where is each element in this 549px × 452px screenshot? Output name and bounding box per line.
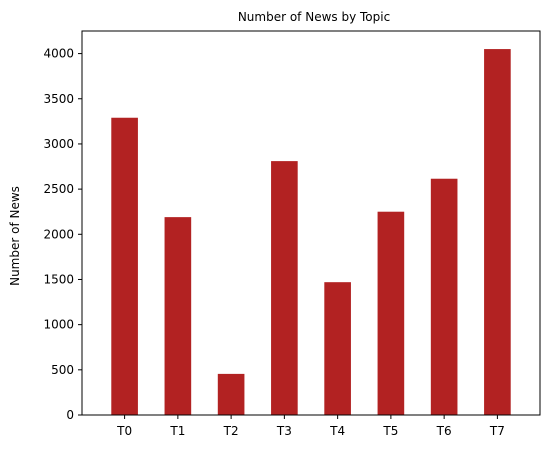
y-tick-label: 3500 <box>43 92 74 106</box>
bar-t5 <box>377 211 405 415</box>
x-tick-label: T7 <box>489 424 505 438</box>
bar-t1 <box>164 217 192 415</box>
y-tick-label: 2500 <box>43 182 74 196</box>
y-axis-ticks: 0 500 1000 1500 2000 2500 3000 3500 4000 <box>43 47 82 422</box>
chart-title: Number of News by Topic <box>238 10 390 24</box>
y-tick-label: 1500 <box>43 272 74 286</box>
y-tick-label: 0 <box>66 408 74 422</box>
y-tick-label: 2000 <box>43 227 74 241</box>
bars-group <box>111 49 511 416</box>
x-tick-label: T1 <box>169 424 185 438</box>
y-tick-label: 4000 <box>43 47 74 61</box>
y-tick-label: 500 <box>51 363 74 377</box>
bar-t7 <box>484 49 511 415</box>
bar-t0 <box>111 117 138 416</box>
plot-frame <box>81 30 541 416</box>
x-tick-label: T2 <box>223 424 239 438</box>
x-tick-label: T6 <box>436 424 452 438</box>
x-tick-label: T3 <box>276 424 292 438</box>
x-axis-ticks: T0 T1 T2 T3 T4 T5 T6 T7 <box>116 415 505 438</box>
bar-t3 <box>271 161 298 415</box>
y-tick-label: 1000 <box>43 318 74 332</box>
bar-t2 <box>217 373 245 415</box>
x-tick-label: T4 <box>329 424 345 438</box>
x-tick-label: T5 <box>382 424 398 438</box>
y-axis-label: Number of News <box>8 186 22 286</box>
y-tick-label: 3000 <box>43 137 74 151</box>
bar-t6 <box>430 178 458 415</box>
bar-t4 <box>324 282 351 415</box>
x-tick-label: T0 <box>116 424 132 438</box>
